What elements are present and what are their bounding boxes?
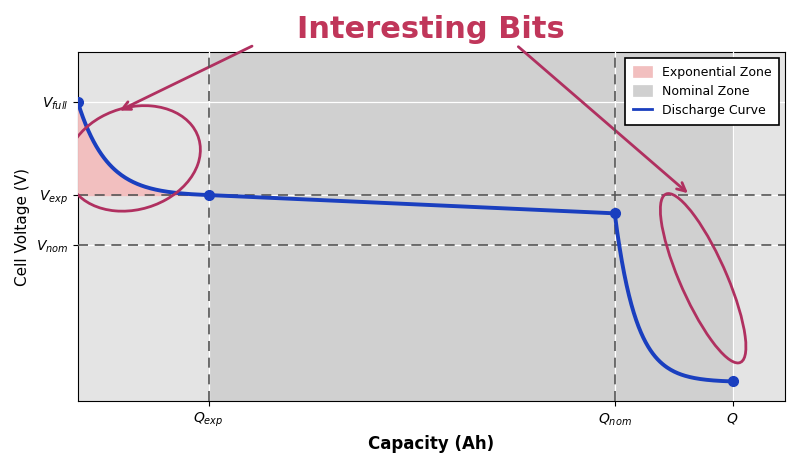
Y-axis label: Cell Voltage (V): Cell Voltage (V) bbox=[15, 168, 30, 285]
X-axis label: Capacity (Ah): Capacity (Ah) bbox=[368, 435, 494, 453]
Legend: Exponential Zone, Nominal Zone, Discharge Curve: Exponential Zone, Nominal Zone, Discharg… bbox=[626, 58, 778, 124]
Title: Interesting Bits: Interesting Bits bbox=[298, 15, 566, 44]
